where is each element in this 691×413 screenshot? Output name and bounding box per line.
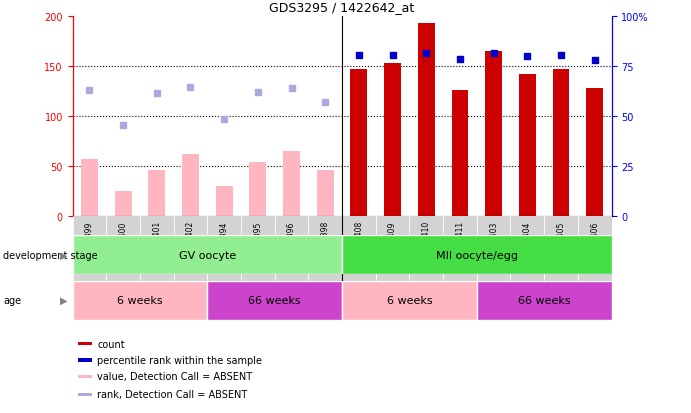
Bar <box>274 217 308 293</box>
Bar <box>418 24 435 217</box>
Bar <box>316 171 334 217</box>
Bar <box>81 160 98 217</box>
Text: 66 weeks: 66 weeks <box>518 295 571 306</box>
Text: GSM296396: GSM296396 <box>287 221 296 267</box>
Bar <box>485 52 502 217</box>
Bar <box>115 192 131 217</box>
Text: GSM296404: GSM296404 <box>523 221 532 267</box>
Bar <box>511 217 545 293</box>
Text: GSM296395: GSM296395 <box>254 221 263 267</box>
Bar <box>106 217 140 293</box>
Bar <box>78 342 93 345</box>
Bar <box>78 375 93 378</box>
Bar <box>409 217 443 293</box>
Bar <box>451 90 468 217</box>
Bar <box>342 217 376 293</box>
Bar <box>376 217 409 293</box>
Bar <box>308 217 342 293</box>
Text: GSM296411: GSM296411 <box>455 221 464 267</box>
Bar <box>443 217 477 293</box>
Text: 6 weeks: 6 weeks <box>386 295 433 306</box>
Bar <box>553 70 569 217</box>
Text: GSM296394: GSM296394 <box>220 221 229 267</box>
Bar <box>73 217 106 293</box>
Bar <box>216 187 233 217</box>
Bar <box>78 393 93 396</box>
Bar <box>207 217 241 293</box>
Text: ▶: ▶ <box>59 250 67 260</box>
Text: GSM296406: GSM296406 <box>590 221 599 267</box>
Bar <box>586 89 603 217</box>
Bar <box>173 217 207 293</box>
Text: MII oocyte/egg: MII oocyte/egg <box>436 250 518 260</box>
Text: value, Detection Call = ABSENT: value, Detection Call = ABSENT <box>97 372 252 382</box>
Text: GSM296399: GSM296399 <box>85 221 94 267</box>
Bar <box>545 217 578 293</box>
Text: count: count <box>97 339 125 349</box>
Bar <box>249 163 266 217</box>
Text: GSM296398: GSM296398 <box>321 221 330 267</box>
Text: GSM296401: GSM296401 <box>152 221 161 267</box>
Bar <box>182 155 199 217</box>
Text: 66 weeks: 66 weeks <box>248 295 301 306</box>
Bar <box>519 75 536 217</box>
Bar <box>477 217 511 293</box>
Bar <box>342 235 612 275</box>
Text: rank, Detection Call = ABSENT: rank, Detection Call = ABSENT <box>97 389 247 399</box>
Bar <box>384 64 401 217</box>
Bar <box>283 152 300 217</box>
Text: ▶: ▶ <box>59 295 67 306</box>
Text: GSM296405: GSM296405 <box>556 221 565 267</box>
Bar <box>149 171 165 217</box>
Bar <box>73 281 207 320</box>
Text: percentile rank within the sample: percentile rank within the sample <box>97 355 263 365</box>
Bar <box>207 281 342 320</box>
Text: GSM296410: GSM296410 <box>422 221 430 267</box>
Text: GSM296403: GSM296403 <box>489 221 498 267</box>
Bar <box>350 70 368 217</box>
Text: GSM296400: GSM296400 <box>119 221 128 267</box>
Text: GSM296409: GSM296409 <box>388 221 397 267</box>
Text: GSM296402: GSM296402 <box>186 221 195 267</box>
Text: GSM296408: GSM296408 <box>354 221 363 267</box>
Text: GV oocyte: GV oocyte <box>179 250 236 260</box>
Bar <box>140 217 173 293</box>
Bar <box>342 281 477 320</box>
Text: age: age <box>3 295 21 306</box>
Title: GDS3295 / 1422642_at: GDS3295 / 1422642_at <box>269 1 415 14</box>
Bar <box>78 358 93 362</box>
Text: 6 weeks: 6 weeks <box>117 295 163 306</box>
Bar <box>477 281 612 320</box>
Bar <box>73 235 342 275</box>
Bar <box>241 217 274 293</box>
Text: development stage: development stage <box>3 250 98 260</box>
Bar <box>578 217 612 293</box>
